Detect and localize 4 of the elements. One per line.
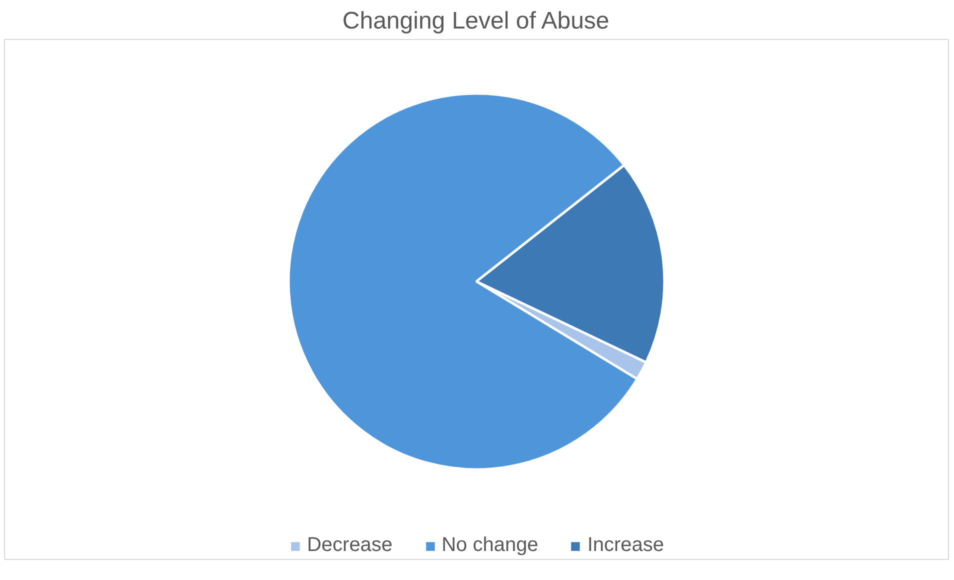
chart-title: Changing Level of Abuse (342, 8, 610, 34)
legend-label: Increase (587, 534, 664, 557)
legend-label: Decrease (306, 534, 393, 557)
legend-label: No change (442, 534, 538, 557)
